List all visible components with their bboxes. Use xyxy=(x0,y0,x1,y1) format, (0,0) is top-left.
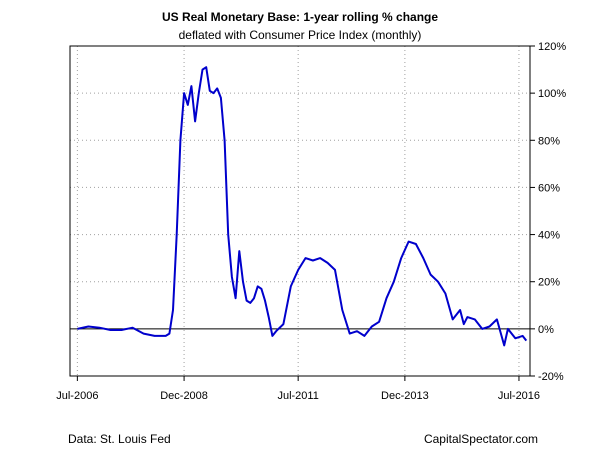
x-tick-label: Jul-2006 xyxy=(56,390,98,402)
y-tick-label: 60% xyxy=(538,182,560,194)
data-source: Data: St. Louis Fed xyxy=(68,432,171,446)
plot-border xyxy=(69,45,531,377)
site-credit: CapitalSpectator.com xyxy=(423,432,538,446)
y-tick-label: 120% xyxy=(538,41,566,53)
x-tick-label: Jul-2016 xyxy=(498,390,540,402)
x-tick-label: Dec-2013 xyxy=(381,390,429,402)
chart-title: US Real Monetary Base: 1-year rolling % … xyxy=(161,10,439,24)
y-tick-label: -20% xyxy=(538,371,564,383)
chart-subtitle: deflated with Consumer Price Index (mont… xyxy=(178,28,422,42)
x-tick-label: Jul-2011 xyxy=(277,390,318,402)
y-tick-label: 20% xyxy=(538,277,560,289)
x-tick-label: Dec-2008 xyxy=(160,390,208,402)
y-tick-label: 80% xyxy=(538,135,560,147)
series-line xyxy=(77,66,528,347)
y-tick-label: 100% xyxy=(538,88,566,100)
y-tick-label: 0% xyxy=(538,324,554,336)
y-tick-label: 40% xyxy=(538,230,560,242)
